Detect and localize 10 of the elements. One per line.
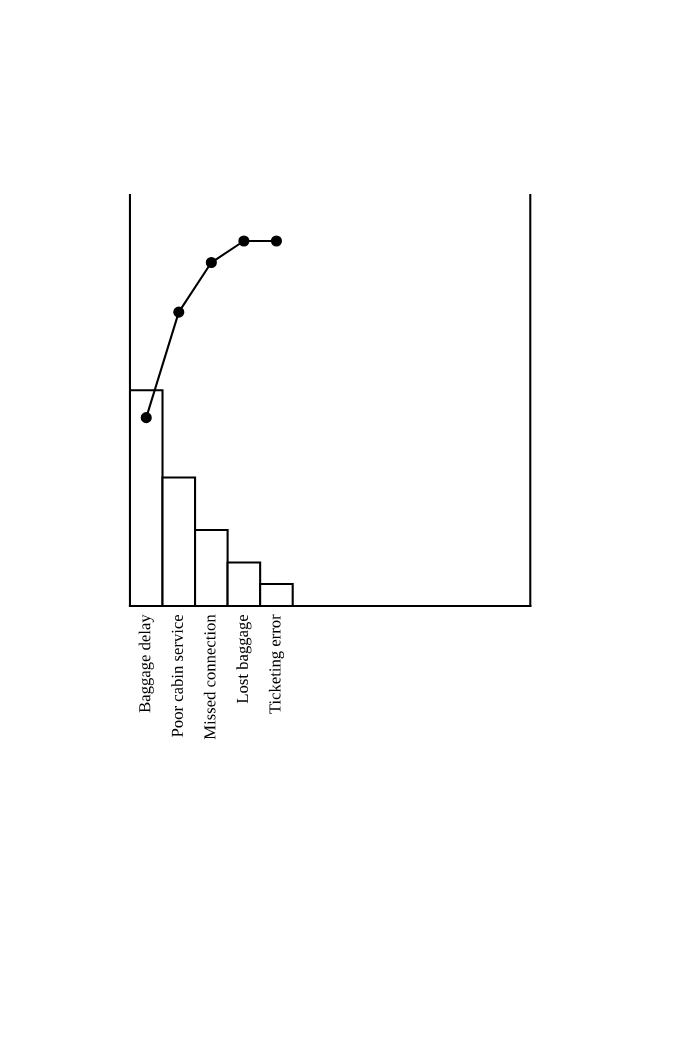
- point: [238, 235, 250, 247]
- x-tick-label: Baggage delay: [138, 614, 154, 713]
- x-tick-label: Ticketing error: [268, 614, 284, 714]
- point: [140, 412, 152, 424]
- point: [173, 306, 185, 318]
- x-tick-label: Lost baggage: [236, 614, 252, 704]
- x-tick-label: Poor cabin service: [171, 614, 183, 737]
- point: [205, 256, 217, 269]
- point: [270, 235, 282, 247]
- x-tick-label: Missed connection: [203, 614, 216, 740]
